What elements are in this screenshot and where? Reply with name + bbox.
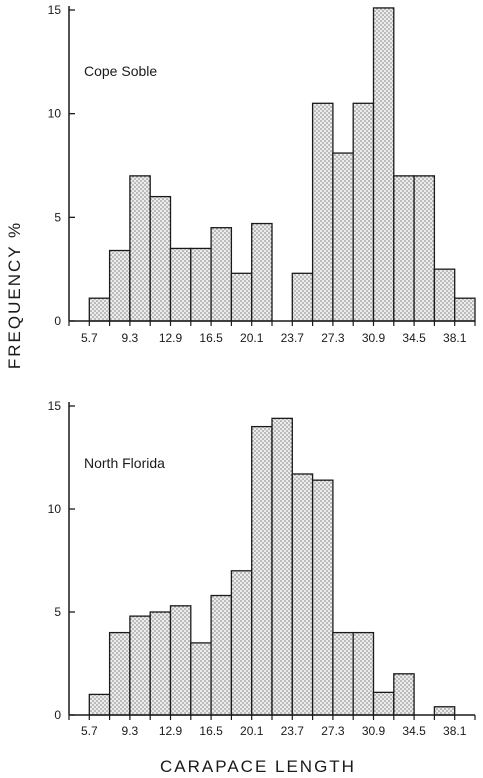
x-tick-label: 9.3 — [122, 331, 139, 345]
x-axis-title: CARAPACE LENGTH — [160, 757, 356, 776]
bar-15 — [413, 175, 436, 322]
y-tick-label: 0 — [54, 314, 61, 328]
bar-10 — [291, 473, 314, 716]
y-tick-label: 5 — [54, 210, 61, 224]
bar-1 — [108, 631, 131, 716]
bar-15 — [393, 673, 415, 716]
bar-7 — [230, 272, 253, 322]
bar-5 — [190, 642, 212, 716]
bar-17 — [454, 297, 476, 322]
panel-label: North Florida — [84, 455, 165, 471]
x-tick-label: 16.5 — [199, 724, 223, 738]
x-tick-label: 5.7 — [81, 331, 98, 345]
y-tick-label: 10 — [48, 502, 62, 516]
y-axis-title: FREQUENCY % — [5, 221, 24, 369]
bar-8 — [251, 222, 273, 322]
bar-1 — [108, 249, 131, 322]
bar-14 — [372, 691, 395, 716]
bar-12 — [332, 631, 354, 716]
y-tick-label: 0 — [54, 708, 61, 722]
bar-9 — [291, 272, 314, 322]
panel-label: Cope Soble — [84, 63, 157, 79]
y-tick-label: 10 — [48, 107, 62, 121]
y-tick-label: 15 — [48, 3, 62, 17]
x-tick-label: 20.1 — [240, 724, 264, 738]
bar-16 — [433, 706, 456, 716]
x-tick-label: 34.5 — [402, 331, 426, 345]
x-tick-label: 12.9 — [159, 331, 183, 345]
x-tick-label: 23.7 — [281, 724, 305, 738]
bar-11 — [332, 152, 354, 322]
north-florida-histogram: 0 5 10 15 5.7 9.3 12.9 16.5 20.1 23.7 27.3 30.9 34.5… — [48, 399, 476, 738]
y-tick-label: 5 — [54, 605, 61, 619]
bar-3 — [149, 611, 172, 716]
x-tick-label: 20.1 — [240, 331, 264, 345]
x-tick-label: 34.5 — [402, 724, 426, 738]
bar-16 — [433, 268, 456, 322]
x-tick-label: 30.9 — [362, 724, 386, 738]
bar-3 — [149, 195, 172, 322]
bar-9 — [271, 417, 293, 716]
bar-0 — [88, 693, 111, 716]
x-tick-label: 23.7 — [281, 331, 305, 345]
x-tick-label: 38.1 — [443, 331, 467, 345]
bar-5 — [190, 247, 212, 322]
bar-0 — [88, 297, 111, 322]
bar-14 — [393, 175, 415, 322]
x-tick-label: 9.3 — [122, 724, 139, 738]
x-tick-label: 12.9 — [159, 724, 183, 738]
bar-6 — [210, 594, 233, 716]
bar-11 — [311, 479, 334, 716]
bar-8 — [251, 425, 273, 716]
y-tick-label: 15 — [48, 399, 62, 413]
bar-13 — [352, 631, 375, 716]
x-tick-label: 30.9 — [362, 331, 386, 345]
bar-10 — [311, 102, 334, 322]
bar-12 — [352, 102, 375, 322]
bar-4 — [169, 605, 192, 716]
x-tick-label: 5.7 — [81, 724, 98, 738]
x-tick-label: 38.1 — [443, 724, 467, 738]
bar-7 — [230, 570, 253, 716]
x-tick-label: 27.3 — [321, 724, 345, 738]
bar-2 — [129, 615, 151, 716]
cape-sable-histogram: 0 5 10 15 5.7 9.3 12.9 16.5 20.1 23.7 27.3 30.9 34.5… — [48, 3, 476, 345]
x-tick-label: 16.5 — [199, 331, 223, 345]
x-tick-label: 27.3 — [321, 331, 345, 345]
bar-2 — [129, 175, 151, 322]
bar-4 — [169, 247, 192, 322]
bar-6 — [210, 227, 233, 322]
bar-13 — [372, 7, 395, 322]
